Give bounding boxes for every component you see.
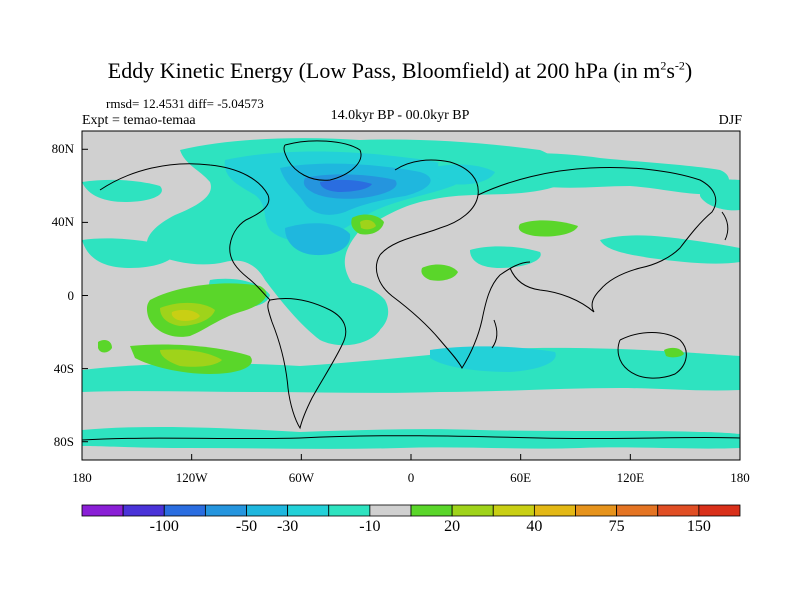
contour-south-atlantic <box>298 278 389 341</box>
lon-label: 120W <box>175 470 208 485</box>
contour-asia-pacific <box>600 235 740 264</box>
colorbar-swatch <box>533 504 576 517</box>
colorbar-swatch <box>616 504 659 517</box>
lon-label: 180 <box>730 470 750 485</box>
contour-eurasia <box>438 153 730 195</box>
lat-ticks <box>82 148 88 443</box>
contour-south-pacific-pos2-mid <box>160 349 222 367</box>
colorbar-swatch <box>451 504 494 517</box>
period-label: 14.0kyr BP - 00.0kyr BP <box>330 108 470 123</box>
colorbar-swatch <box>698 504 741 517</box>
colorbar-label: -50 <box>235 518 258 535</box>
contour-central-atlantic <box>285 223 351 256</box>
lat-label: 80S <box>53 433 74 449</box>
contour-north-pacific-east <box>82 179 162 202</box>
colorbar-label: 75 <box>608 518 625 535</box>
coast-antarctica <box>82 435 740 441</box>
colorbar <box>81 504 741 517</box>
contour-africa-pos <box>421 264 458 281</box>
contour-south-pacific-pos-core <box>171 309 200 321</box>
lat-label: 0 <box>67 287 75 303</box>
coast-europe-africa <box>376 159 531 370</box>
contour-southern-indian <box>430 346 556 372</box>
colorbar-label: 20 <box>444 518 461 535</box>
lat-label: 80N <box>51 141 74 157</box>
colorbar-swatch <box>410 504 453 517</box>
colorbar-swatch <box>287 504 330 517</box>
coast-north-america <box>99 163 271 301</box>
coast-south-america <box>267 297 347 430</box>
coast-greenland <box>283 140 362 181</box>
colorbar-swatch <box>246 504 289 517</box>
contour-antarctic <box>82 426 740 449</box>
colorbar-swatch <box>369 504 412 517</box>
coast-madagascar <box>491 319 498 349</box>
contour-asia-30n-pos <box>518 220 578 237</box>
lon-label: 0 <box>407 470 415 485</box>
lat-label: 40N <box>51 214 74 230</box>
colorbar-swatch <box>492 504 535 517</box>
contour-pacific-small-pos <box>98 340 112 353</box>
contour-australia-pos <box>664 347 684 358</box>
colorbar-label: -10 <box>359 518 381 535</box>
coast-japan <box>721 211 729 241</box>
experiment-label: Expt = temao-temaa <box>82 113 196 128</box>
colorbar-label: 40 <box>526 518 543 535</box>
contour-eurasia-mid <box>430 164 495 185</box>
lat-label: 40S <box>53 360 74 376</box>
map-title: Eddy Kinetic Energy (Low Pass, Bloomfiel… <box>107 58 693 83</box>
contour-southern-band <box>82 347 740 393</box>
lon-label: 180 <box>72 470 92 485</box>
season-label: DJF <box>718 113 742 128</box>
lon-label: 60W <box>288 470 314 485</box>
contour-north-atlantic-core <box>320 179 372 192</box>
stats-text: rmsd= 12.4531 diff= -5.04573 <box>106 96 264 111</box>
colorbar-swatch <box>204 504 247 517</box>
lon-label: 120E <box>616 470 645 485</box>
colorbar-swatch <box>657 504 700 517</box>
coastlines <box>82 140 740 441</box>
colorbar-swatch <box>328 504 371 517</box>
colorbar-swatch <box>122 504 165 517</box>
colorbar-swatch <box>163 504 206 517</box>
coast-asia <box>477 167 717 313</box>
colorbar-label: -100 <box>149 518 179 535</box>
colorbar-swatch <box>81 504 124 517</box>
colorbar-label: 150 <box>686 518 711 535</box>
contour-fills <box>82 138 740 449</box>
contour-west-pacific-30n <box>82 238 176 268</box>
contour-atlantic-30n-pos-mid <box>360 219 376 230</box>
lon-label: 60E <box>510 470 532 485</box>
colorbar-label: -30 <box>276 518 299 535</box>
lon-ticks <box>81 454 741 460</box>
coast-australia <box>617 332 687 379</box>
colorbar-swatch <box>575 504 618 517</box>
